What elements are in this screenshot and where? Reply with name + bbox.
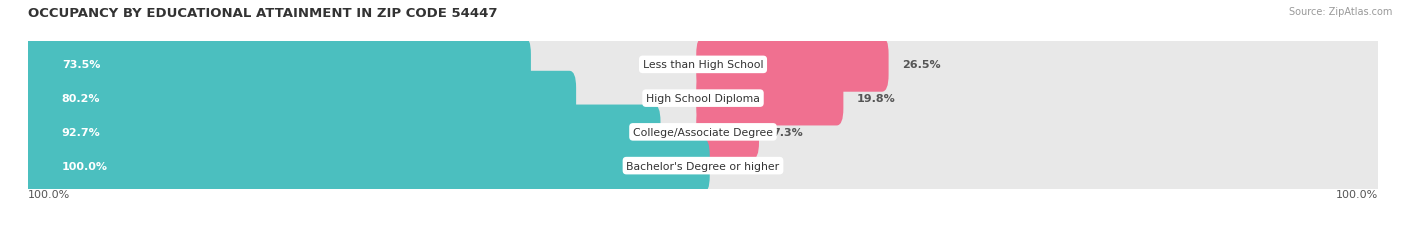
Text: High School Diploma: High School Diploma [647, 94, 759, 104]
Text: 100.0%: 100.0% [28, 189, 70, 199]
Text: 0.0%: 0.0% [744, 161, 775, 171]
Text: 7.3%: 7.3% [772, 127, 803, 137]
Text: 19.8%: 19.8% [856, 94, 896, 104]
FancyBboxPatch shape [21, 139, 710, 193]
Text: 26.5%: 26.5% [903, 60, 941, 70]
Text: OCCUPANCY BY EDUCATIONAL ATTAINMENT IN ZIP CODE 54447: OCCUPANCY BY EDUCATIONAL ATTAINMENT IN Z… [28, 7, 498, 20]
Text: 80.2%: 80.2% [62, 94, 100, 104]
FancyBboxPatch shape [17, 28, 1389, 102]
FancyBboxPatch shape [696, 38, 889, 92]
Text: Source: ZipAtlas.com: Source: ZipAtlas.com [1288, 7, 1392, 17]
FancyBboxPatch shape [21, 71, 576, 126]
Text: 92.7%: 92.7% [62, 127, 101, 137]
Text: 73.5%: 73.5% [62, 60, 100, 70]
Text: Less than High School: Less than High School [643, 60, 763, 70]
FancyBboxPatch shape [21, 105, 661, 160]
FancyBboxPatch shape [17, 95, 1389, 170]
FancyBboxPatch shape [696, 105, 759, 160]
FancyBboxPatch shape [17, 61, 1389, 136]
FancyBboxPatch shape [17, 129, 1389, 203]
Text: Bachelor's Degree or higher: Bachelor's Degree or higher [627, 161, 779, 171]
Text: College/Associate Degree: College/Associate Degree [633, 127, 773, 137]
FancyBboxPatch shape [696, 71, 844, 126]
Text: 100.0%: 100.0% [1336, 189, 1378, 199]
Text: 100.0%: 100.0% [62, 161, 108, 171]
FancyBboxPatch shape [21, 38, 531, 92]
